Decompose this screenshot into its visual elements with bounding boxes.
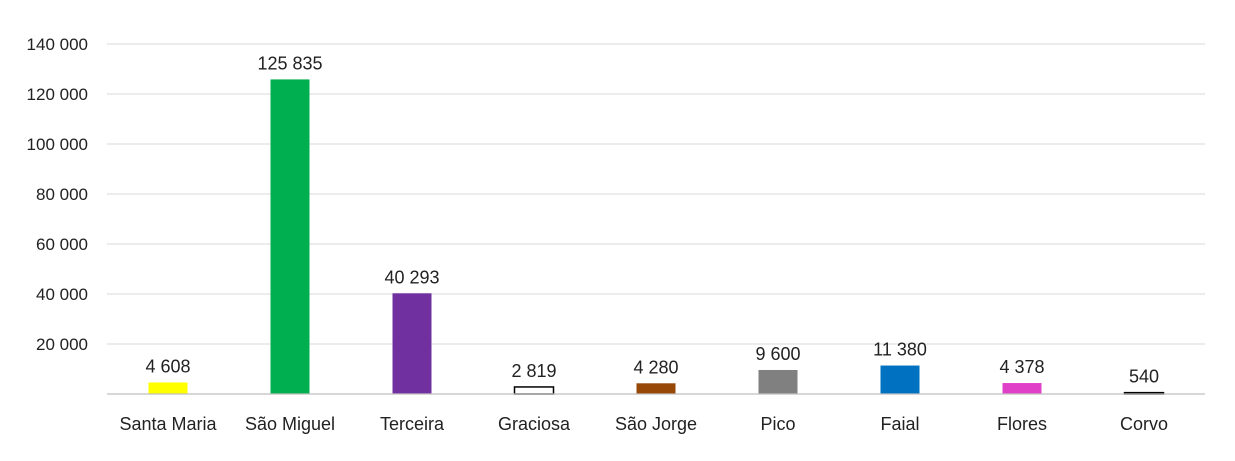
data-label: 540 [1129, 367, 1159, 387]
data-label: 125 835 [257, 53, 322, 73]
data-label: 40 293 [384, 267, 439, 287]
bar-graciosa [513, 386, 555, 395]
x-tick-label: Faial [880, 414, 919, 434]
bar-s-o-jorge [636, 383, 676, 394]
data-label: 11 380 [873, 340, 927, 360]
x-tick-label: Pico [760, 414, 795, 434]
bar-faial [880, 365, 920, 394]
y-tick-label: 60 000 [36, 235, 88, 254]
x-tick-label: São Jorge [615, 414, 697, 434]
data-label: 2 819 [511, 361, 556, 381]
y-tick-label: 80 000 [36, 185, 88, 204]
bar-flores [1002, 383, 1042, 394]
bar-santa-maria [148, 382, 188, 394]
y-axis-ticks: 20 000 40 000 60 000 80 000 100 000 120 000 14… [27, 35, 88, 354]
y-tick-label: 20 000 [36, 335, 88, 354]
bar-s-o-miguel [270, 79, 310, 394]
y-tick-label: 120 000 [27, 85, 88, 104]
x-tick-label: Corvo [1120, 414, 1168, 434]
bar-terceira [392, 293, 432, 394]
y-tick-label: 100 000 [27, 135, 88, 154]
bar-pico [758, 370, 798, 394]
y-tick-label: 40 000 [36, 285, 88, 304]
x-axis-labels: Santa Maria São Miguel Terceira Graciosa São… [119, 414, 1168, 434]
x-tick-label: Santa Maria [119, 414, 217, 434]
bars [148, 79, 1165, 395]
data-label: 4 280 [633, 357, 678, 377]
data-label: 9 600 [755, 344, 800, 364]
x-tick-label: Terceira [380, 414, 445, 434]
y-tick-label: 140 000 [27, 35, 88, 54]
x-tick-label: Flores [997, 414, 1047, 434]
x-tick-label: Graciosa [498, 414, 571, 434]
data-label: 4 378 [999, 357, 1044, 377]
x-tick-label: São Miguel [245, 414, 335, 434]
data-label: 4 608 [145, 356, 190, 376]
data-labels: 4 608 125 835 40 293 2 819 4 280 9 600 11 380 4… [145, 53, 1159, 386]
